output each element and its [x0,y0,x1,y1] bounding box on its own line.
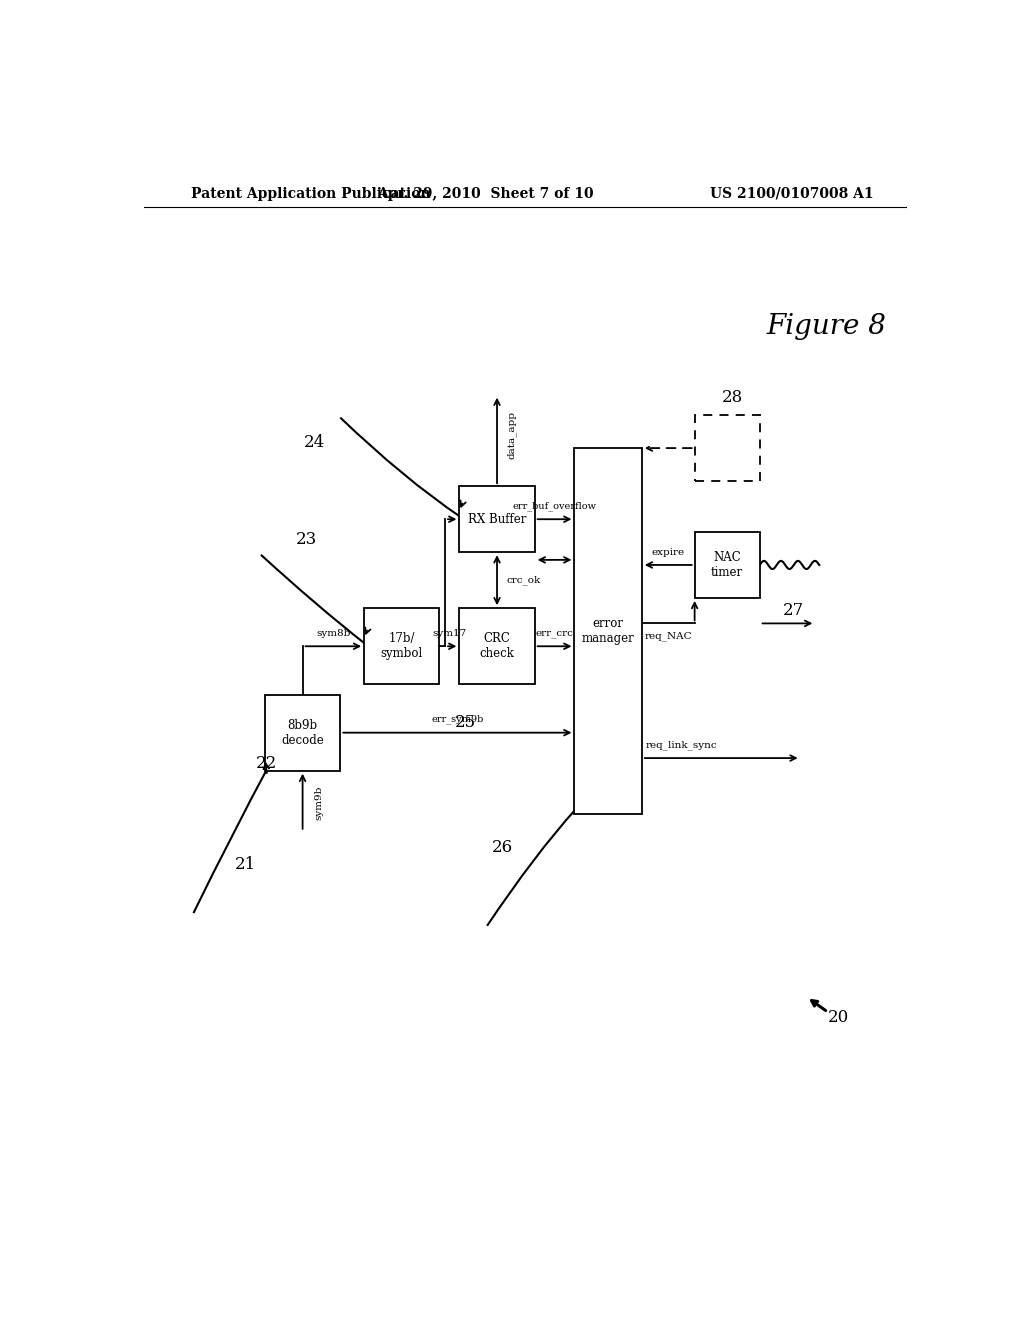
Text: error
manager: error manager [582,616,635,645]
Text: sym17: sym17 [432,628,467,638]
Text: US 2100/0107008 A1: US 2100/0107008 A1 [711,187,873,201]
Text: err_crc: err_crc [536,628,573,638]
FancyBboxPatch shape [694,414,760,480]
Text: 8b9b
decode: 8b9b decode [282,718,324,747]
Text: 17b/
symbol: 17b/ symbol [381,632,423,660]
Text: 25: 25 [455,714,476,731]
Text: data_app: data_app [507,412,516,459]
Text: req_NAC: req_NAC [644,632,692,642]
FancyBboxPatch shape [694,532,760,598]
Text: crc_ok: crc_ok [507,576,541,585]
FancyBboxPatch shape [365,609,439,684]
FancyBboxPatch shape [574,447,642,814]
Text: CRC
check: CRC check [479,632,514,660]
FancyBboxPatch shape [460,486,535,552]
Text: NAC
timer: NAC timer [711,550,743,579]
Text: Apr. 29, 2010  Sheet 7 of 10: Apr. 29, 2010 Sheet 7 of 10 [377,187,594,201]
Text: sym8b: sym8b [316,628,350,638]
Text: 27: 27 [782,602,804,619]
Text: 22: 22 [256,755,278,772]
Text: 28: 28 [722,389,743,405]
Text: RX Buffer: RX Buffer [468,512,526,525]
Text: 24: 24 [304,434,326,451]
Text: Patent Application Publication: Patent Application Publication [191,187,431,201]
FancyBboxPatch shape [265,694,340,771]
Text: err_sym9b: err_sym9b [431,714,483,725]
Text: req_link_sync: req_link_sync [646,741,718,750]
Text: 21: 21 [234,857,256,874]
Text: err_buf_overflow: err_buf_overflow [513,502,597,511]
Text: sym9b: sym9b [314,787,324,821]
Text: Figure 8: Figure 8 [766,313,887,339]
FancyBboxPatch shape [460,609,535,684]
Text: 26: 26 [492,840,513,855]
Text: 23: 23 [296,531,317,548]
Text: 20: 20 [827,1008,849,1026]
Text: expire: expire [651,548,685,557]
